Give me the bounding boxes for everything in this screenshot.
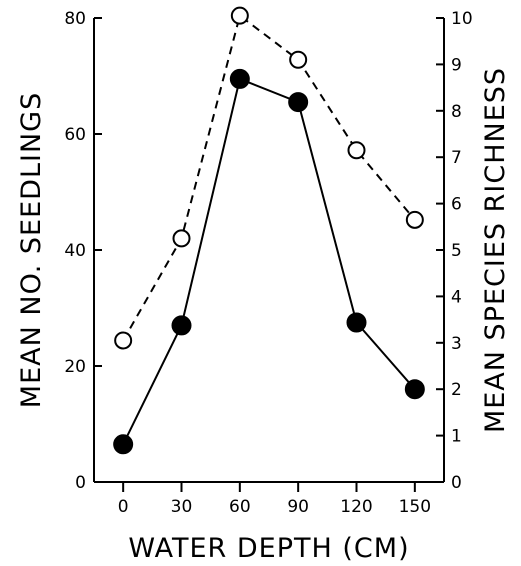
x-tick-label: 0 bbox=[118, 497, 129, 517]
x-tick-label: 90 bbox=[287, 497, 309, 517]
right-y-tick-label: 9 bbox=[451, 55, 462, 75]
richness-point bbox=[172, 229, 191, 248]
axis-ticks bbox=[94, 17, 444, 492]
seedlings-point bbox=[171, 315, 192, 336]
richness-series-line bbox=[122, 13, 416, 341]
left-y-tick-label: 60 bbox=[64, 125, 86, 145]
left-y-tick-label: 0 bbox=[75, 473, 86, 493]
right-y-tick-label: 10 bbox=[451, 9, 473, 29]
data-points bbox=[113, 6, 425, 455]
right-y-tick-label: 8 bbox=[451, 102, 462, 122]
right-y-tick-label: 3 bbox=[451, 334, 462, 354]
right-y-tick-label: 2 bbox=[451, 380, 462, 400]
seedlings-point bbox=[404, 379, 425, 400]
right-y-axis-title: MEAN SPECIES RICHNESS bbox=[480, 67, 511, 433]
right-y-tick-label: 6 bbox=[451, 195, 462, 215]
axis-tick-labels: 0 20 40 60 80 0 1 2 3 4 5 6 7 8 9 10 0 30 60 90 120 150 bbox=[64, 9, 472, 517]
left-y-axis-title: MEAN NO. SEEDLINGS bbox=[16, 92, 47, 408]
x-axis-title: WATER DEPTH (CM) bbox=[128, 533, 409, 564]
richness-point bbox=[289, 50, 308, 69]
seedlings-series-line bbox=[122, 77, 416, 445]
richness-point bbox=[230, 6, 249, 25]
seedlings-point bbox=[113, 434, 134, 455]
left-y-tick-label: 40 bbox=[64, 241, 86, 261]
x-tick-label: 120 bbox=[340, 497, 372, 517]
right-y-tick-label: 0 bbox=[451, 473, 462, 493]
left-y-tick-label: 80 bbox=[64, 9, 86, 29]
seedlings-point bbox=[288, 92, 309, 113]
right-y-tick-label: 5 bbox=[451, 241, 462, 261]
seedlings-point bbox=[346, 312, 367, 333]
richness-point bbox=[405, 210, 424, 229]
x-tick-label: 30 bbox=[171, 497, 193, 517]
right-y-tick-label: 4 bbox=[451, 287, 462, 307]
x-tick-label: 60 bbox=[229, 497, 251, 517]
richness-point bbox=[114, 331, 133, 350]
richness-point bbox=[347, 141, 366, 160]
right-y-tick-label: 1 bbox=[451, 427, 462, 447]
right-y-tick-label: 7 bbox=[451, 148, 462, 168]
seedlings-point bbox=[229, 68, 250, 89]
left-y-tick-label: 20 bbox=[64, 357, 86, 377]
x-tick-label: 150 bbox=[399, 497, 431, 517]
